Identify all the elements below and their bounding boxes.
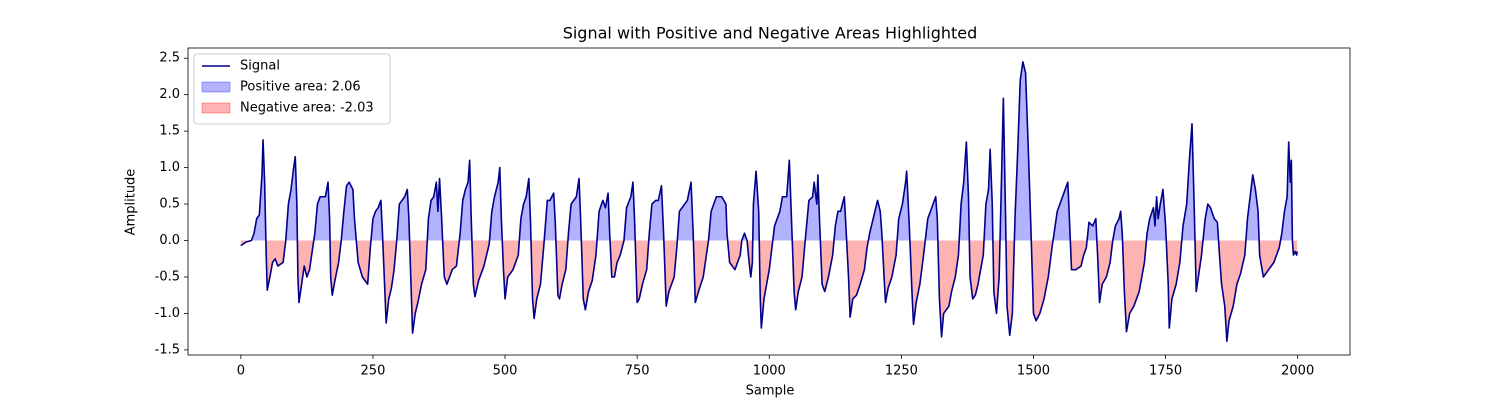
y-tick-label: 2.5 bbox=[159, 51, 180, 66]
x-tick-label: 0 bbox=[237, 364, 245, 379]
y-tick-label: 1.0 bbox=[159, 160, 180, 175]
negative-area bbox=[240, 240, 1298, 342]
x-tick-label: 1000 bbox=[753, 364, 786, 379]
x-tick-label: 1750 bbox=[1149, 364, 1182, 379]
x-tick-label: 1250 bbox=[885, 364, 918, 379]
x-tick-label: 2000 bbox=[1281, 364, 1314, 379]
y-tick-label: 0.5 bbox=[159, 197, 180, 212]
chart-title: Signal with Positive and Negative Areas … bbox=[563, 24, 978, 43]
y-tick-label: 0.0 bbox=[159, 233, 180, 248]
x-tick-label: 1500 bbox=[1017, 364, 1050, 379]
x-tick-label: 750 bbox=[625, 364, 650, 379]
y-tick-label: 1.5 bbox=[159, 124, 180, 139]
legend-label: Positive area: 2.06 bbox=[240, 80, 361, 95]
legend-box bbox=[193, 53, 391, 125]
legend-label: Signal bbox=[240, 59, 280, 74]
x-tick-label: 250 bbox=[361, 364, 386, 379]
x-axis-label: Sample bbox=[746, 384, 795, 399]
y-tick-label: -1.0 bbox=[155, 306, 180, 321]
legend-label: Negative area: -2.03 bbox=[240, 101, 374, 116]
signal-line bbox=[240, 61, 1298, 342]
x-tick-label: 500 bbox=[493, 364, 518, 379]
legend-swatch bbox=[201, 81, 231, 93]
y-tick-label: -1.5 bbox=[155, 342, 180, 357]
positive-area bbox=[240, 61, 1298, 241]
y-tick-label: 2.0 bbox=[159, 87, 180, 102]
legend-swatch bbox=[201, 102, 231, 114]
y-tick-label: -0.5 bbox=[155, 269, 180, 284]
y-axis-label: Amplitude bbox=[124, 169, 139, 236]
